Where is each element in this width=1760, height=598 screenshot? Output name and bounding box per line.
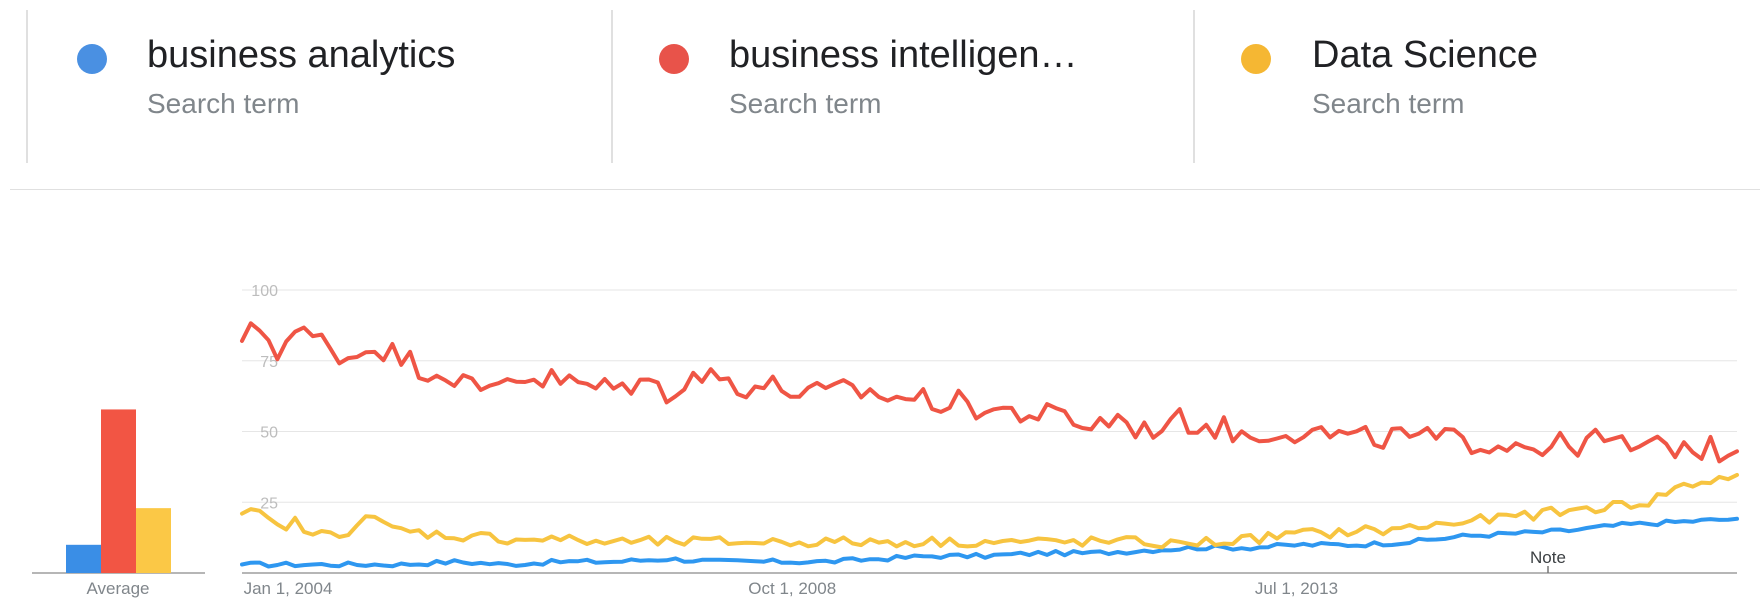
- note-annotation[interactable]: Note: [1530, 548, 1566, 573]
- x-tick-label: Jul 1, 2013: [1255, 579, 1338, 598]
- legend-item-label: business intelligen…: [729, 34, 1078, 76]
- y-tick-label: 75: [260, 354, 278, 371]
- legend-item-label: Data Science: [1312, 34, 1539, 76]
- average-bar-business-analytics[interactable]: [66, 544, 101, 573]
- series-dot-icon: [659, 44, 689, 74]
- legend-item-sublabel: Search term: [1312, 88, 1465, 119]
- series-dot-icon: [1241, 44, 1271, 74]
- average-bar-chart: Average: [32, 409, 205, 598]
- legend-divider: [611, 10, 613, 163]
- y-tick-label: 25: [260, 495, 278, 512]
- series-line-business-analytics[interactable]: [240, 516, 1739, 569]
- average-bar-business-intelligence[interactable]: [101, 409, 136, 573]
- y-tick-label: 100: [251, 283, 278, 300]
- x-tick-label: Jan 1, 2004: [244, 579, 333, 598]
- note-label[interactable]: Note: [1530, 548, 1566, 567]
- line-chart: 25 50 75 100 Jan 1, 2004 Oct 1, 2008 Jul 1, 2…: [240, 283, 1739, 598]
- legend-item-label: business analytics: [147, 34, 456, 76]
- series-dot-icon: [77, 44, 107, 74]
- legend: business analytics Search term business …: [0, 0, 1760, 190]
- y-tick-label: 50: [260, 425, 278, 442]
- x-tick-label: Oct 1, 2008: [748, 579, 836, 598]
- series-line-Data-Science[interactable]: [240, 472, 1739, 550]
- legend-bottom-divider: [10, 189, 1760, 190]
- legend-item-business-analytics[interactable]: business analytics Search term: [26, 10, 610, 163]
- legend-divider: [26, 10, 28, 163]
- legend-item-business-intelligence[interactable]: business intelligen… Search term: [611, 10, 1193, 163]
- series-line-business-intelligence[interactable]: [240, 321, 1739, 464]
- legend-divider: [1193, 10, 1195, 163]
- legend-item-sublabel: Search term: [729, 88, 882, 119]
- legend-item-data-science[interactable]: Data Science Search term: [1193, 10, 1753, 163]
- average-bar-Data-Science[interactable]: [136, 508, 171, 573]
- average-label: Average: [86, 579, 149, 598]
- legend-item-sublabel: Search term: [147, 88, 300, 119]
